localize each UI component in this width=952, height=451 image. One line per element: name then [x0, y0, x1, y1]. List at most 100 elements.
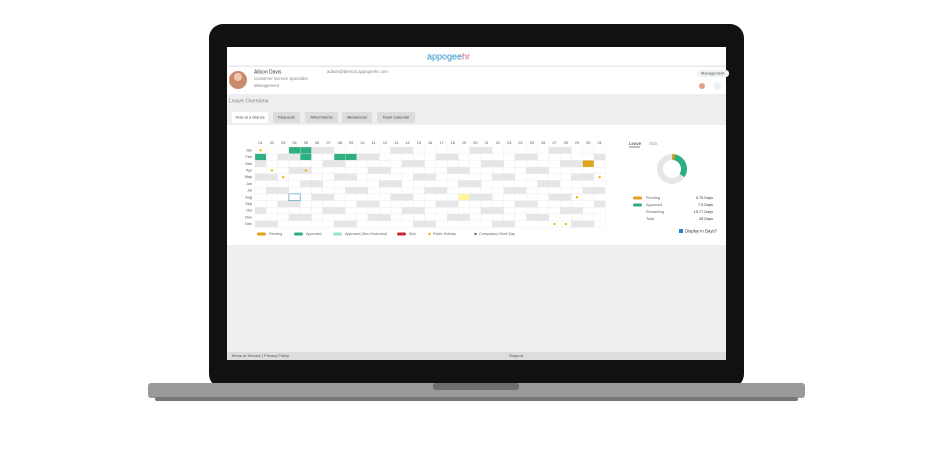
day-cell[interactable]	[401, 193, 414, 201]
day-cell[interactable]	[458, 220, 470, 228]
day-cell[interactable]	[277, 193, 290, 201]
day-cell[interactable]	[571, 146, 583, 154]
day-cell[interactable]	[469, 160, 482, 168]
day-cell[interactable]	[559, 213, 572, 221]
day-cell[interactable]	[322, 146, 335, 154]
day-cell[interactable]	[492, 166, 504, 174]
day-cell[interactable]	[582, 193, 595, 201]
day-cell[interactable]	[503, 153, 516, 161]
day-cell[interactable]	[446, 160, 459, 168]
day-cell[interactable]	[356, 220, 369, 228]
day-cell[interactable]	[537, 166, 549, 174]
day-cell[interactable]	[367, 166, 380, 174]
day-cell[interactable]	[492, 193, 504, 201]
day-cell[interactable]	[582, 146, 595, 154]
day-cell[interactable]	[593, 180, 606, 188]
day-cell[interactable]	[548, 213, 561, 221]
day-cell[interactable]	[435, 200, 448, 208]
day-cell[interactable]	[514, 193, 527, 201]
day-cell[interactable]	[254, 213, 267, 221]
day-cell[interactable]	[492, 207, 504, 215]
day-cell[interactable]	[413, 180, 425, 188]
day-cell[interactable]	[503, 146, 516, 154]
day-cell[interactable]	[537, 200, 549, 208]
day-cell[interactable]	[300, 220, 312, 228]
day-cell[interactable]	[526, 220, 538, 228]
day-cell[interactable]	[514, 220, 527, 228]
day-cell[interactable]	[322, 153, 335, 161]
day-cell[interactable]	[537, 193, 549, 201]
day-cell[interactable]	[480, 220, 493, 228]
checkbox-label[interactable]: Display in Days?	[685, 229, 718, 234]
day-cell[interactable]	[446, 187, 459, 195]
day-cell[interactable]	[503, 200, 516, 208]
day-cell[interactable]	[288, 153, 301, 161]
footer-support[interactable]: Support	[509, 353, 524, 358]
day-cell[interactable]	[582, 200, 595, 208]
day-cell[interactable]	[254, 166, 267, 174]
day-cell[interactable]	[503, 166, 516, 174]
day-cell[interactable]	[333, 173, 346, 181]
day-cell[interactable]	[322, 220, 335, 228]
day-cell[interactable]	[559, 146, 572, 154]
day-cell[interactable]	[288, 213, 301, 221]
day-cell[interactable]	[571, 153, 583, 161]
day-cell[interactable]	[548, 146, 561, 154]
day-cell[interactable]	[367, 193, 380, 201]
day-cell[interactable]	[413, 160, 425, 168]
day-cell[interactable]	[266, 200, 278, 208]
day-cell[interactable]	[277, 213, 290, 221]
day-cell[interactable]	[480, 213, 493, 221]
day-cell[interactable]	[333, 213, 346, 221]
day-cell[interactable]	[379, 213, 391, 221]
day-cell[interactable]	[379, 187, 391, 195]
day-cell[interactable]	[413, 220, 425, 228]
day-cell[interactable]	[311, 207, 323, 215]
day-cell[interactable]	[458, 146, 470, 154]
day-cell[interactable]	[390, 187, 403, 195]
day-cell[interactable]	[582, 213, 595, 221]
day-cell[interactable]	[526, 187, 538, 195]
day-cell[interactable]	[367, 160, 380, 168]
day-cell[interactable]	[266, 187, 278, 195]
day-cell[interactable]	[435, 220, 448, 228]
day-cell[interactable]	[345, 180, 357, 188]
day-cell[interactable]	[345, 207, 357, 215]
day-cell[interactable]	[356, 207, 369, 215]
day-cell[interactable]	[401, 180, 414, 188]
day-cell[interactable]	[593, 220, 606, 228]
day-cell[interactable]	[277, 146, 290, 154]
day-cell[interactable]	[526, 213, 538, 221]
tab[interactable]	[273, 112, 300, 123]
day-cell[interactable]	[458, 180, 470, 188]
day-cell[interactable]	[593, 160, 606, 168]
day-cell[interactable]	[311, 220, 323, 228]
day-cell[interactable]	[503, 160, 516, 168]
day-cell[interactable]	[379, 220, 391, 228]
day-cell[interactable]	[254, 200, 267, 208]
day-cell[interactable]	[266, 153, 278, 161]
day-cell[interactable]	[503, 173, 516, 181]
day-cell[interactable]	[300, 160, 312, 168]
day-cell[interactable]	[345, 220, 357, 228]
day-cell[interactable]	[559, 180, 572, 188]
day-cell[interactable]	[356, 187, 369, 195]
day-cell[interactable]	[277, 180, 290, 188]
day-cell[interactable]	[492, 180, 504, 188]
day-cell[interactable]	[379, 153, 391, 161]
day-cell[interactable]	[571, 200, 583, 208]
day-cell[interactable]	[322, 187, 335, 195]
day-cell[interactable]	[390, 193, 403, 201]
day-cell[interactable]	[311, 173, 323, 181]
day-cell[interactable]	[537, 220, 549, 228]
day-cell[interactable]	[593, 153, 606, 161]
day-cell[interactable]	[458, 193, 470, 201]
day-cell[interactable]	[333, 200, 346, 208]
day-cell[interactable]	[514, 166, 527, 174]
day-cell[interactable]	[514, 187, 527, 195]
summary-tab[interactable]: Leave	[629, 141, 642, 146]
day-cell[interactable]	[514, 207, 527, 215]
day-cell[interactable]	[311, 200, 323, 208]
day-cell[interactable]	[277, 160, 290, 168]
day-cell[interactable]	[571, 173, 583, 181]
